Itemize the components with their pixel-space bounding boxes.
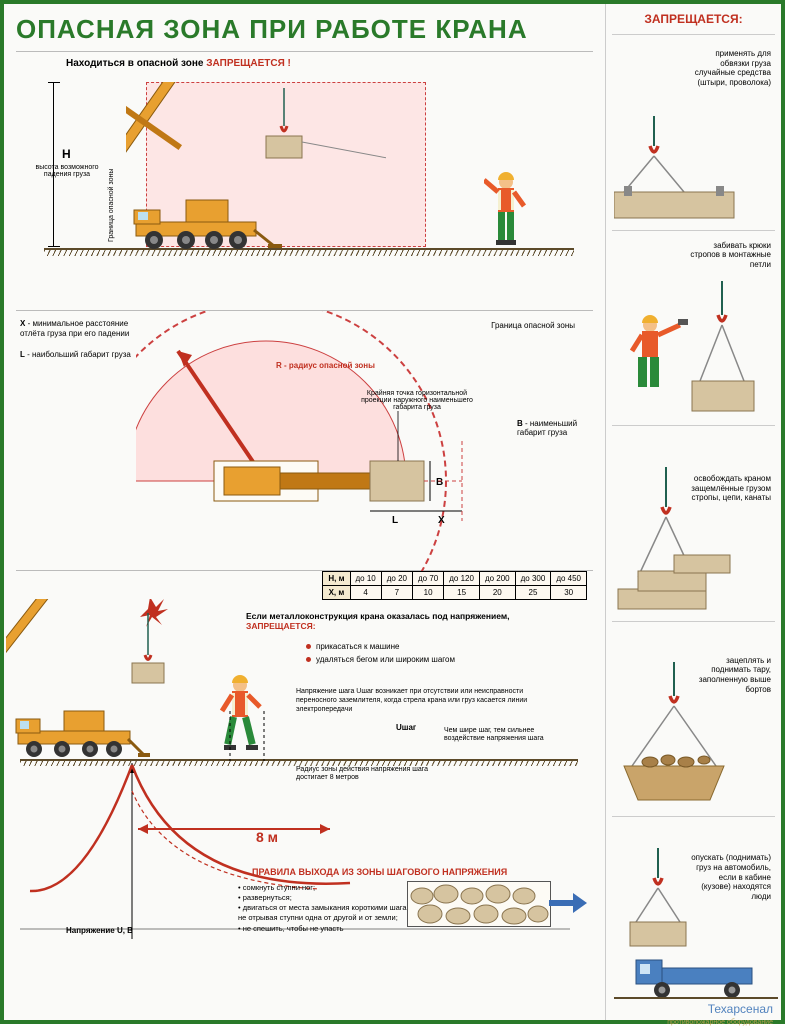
watermark-sub: противопожарное оборудование bbox=[667, 1019, 773, 1026]
side-gfx-2 bbox=[614, 281, 774, 421]
warning-red: ЗАПРЕЩАЕТСЯ ! bbox=[206, 58, 291, 69]
top-view-svg: L X B bbox=[136, 311, 576, 571]
eight-m-label: 8 м bbox=[256, 829, 278, 845]
side-text-2: забивать крюки стропов в монтажные петли bbox=[687, 241, 771, 270]
main-column: ОПАСНАЯ ЗОНА ПРИ РАБОТЕ КРАНА Находиться… bbox=[4, 4, 605, 1020]
l-desc: - наибольший габарит груза bbox=[25, 350, 131, 359]
worker-p1 bbox=[484, 172, 544, 252]
safety-poster: ОПАСНАЯ ЗОНА ПРИ РАБОТЕ КРАНА Находиться… bbox=[0, 0, 785, 1024]
h-label: H bbox=[62, 147, 71, 161]
side-item-3: освобождать краном защемлённые грузом ст… bbox=[612, 425, 775, 621]
zone-desc: Граница опасной зоны bbox=[491, 321, 575, 330]
stones-box bbox=[407, 881, 551, 927]
voltage-axis-label: Напряжение U, В bbox=[66, 926, 133, 935]
side-item-1: применять для обвязки груза случайные ср… bbox=[612, 34, 775, 230]
svg-text:X: X bbox=[438, 515, 445, 526]
step-dim bbox=[212, 711, 292, 771]
crane-truck-side bbox=[126, 82, 386, 252]
r-desc: R - радиус опасной зоны bbox=[276, 361, 375, 370]
zone-border-label: Граница опасной зоны bbox=[108, 122, 115, 242]
proj-desc: Крайняя точка горизонтальной проекции на… bbox=[352, 390, 482, 411]
elec-bullets: прикасаться к машине удаляться бегом или… bbox=[306, 641, 455, 667]
side-column: ЗАПРЕЩАЕТСЯ: применять для обвязки груза… bbox=[605, 4, 781, 1020]
panel-step-voltage: H, м до 10 до 20 до 70 до 120 до 200 до … bbox=[16, 571, 593, 1010]
side-gfx-4 bbox=[614, 662, 774, 812]
crane-p3 bbox=[6, 599, 236, 763]
distance-table: H, м до 10 до 20 до 70 до 120 до 200 до … bbox=[322, 571, 587, 600]
u-shag: Uшаг bbox=[396, 723, 416, 732]
svg-text:L: L bbox=[392, 515, 398, 526]
side-item-4: зацеплять и поднимать тару, заполненную … bbox=[612, 621, 775, 817]
side-item-2: забивать крюки стропов в монтажные петли bbox=[612, 230, 775, 426]
th-x: X, м bbox=[323, 586, 350, 600]
step-desc: Напряжение шага Uшаг возникает при отсут… bbox=[296, 687, 556, 714]
watermark: Техарсенал bbox=[708, 1002, 773, 1016]
poster-title: ОПАСНАЯ ЗОНА ПРИ РАБОТЕ КРАНА bbox=[16, 14, 593, 45]
svg-text:B: B bbox=[436, 477, 443, 488]
step-small: Чем шире шаг, тем сильнее воздействие на… bbox=[444, 727, 564, 744]
panel2-diagram: L X B Граница опасной зоны B - наименьши… bbox=[136, 311, 593, 570]
side-text-1: применять для обвязки груза случайные ср… bbox=[687, 49, 771, 87]
rules-list: • сомкнуть ступни ног; • развернуться; •… bbox=[238, 883, 418, 934]
b-desc: B - наименьший габарит груза bbox=[517, 419, 587, 437]
warning-text: Находиться в опасной зоне bbox=[66, 58, 204, 69]
arrow-icon bbox=[547, 889, 587, 917]
h-sub: высота возможного падения груза bbox=[32, 164, 102, 178]
warning-line: Находиться в опасной зоне ЗАПРЕЩАЕТСЯ ! bbox=[66, 58, 291, 69]
side-title: ЗАПРЕЩАЕТСЯ: bbox=[612, 12, 775, 26]
rules-title: ПРАВИЛА ВЫХОДА ИЗ ЗОНЫ ШАГОВОГО НАПРЯЖЕН… bbox=[252, 867, 507, 877]
side-gfx-3 bbox=[614, 467, 774, 617]
panel-side-view: Находиться в опасной зоне ЗАПРЕЩАЕТСЯ ! … bbox=[16, 51, 593, 311]
panel-top-view: X - минимальное расстояние отлёта груза … bbox=[16, 311, 593, 571]
elec-title: Если металлоконструкция крана оказалась … bbox=[246, 611, 546, 631]
x-desc: - минимальное расстояние отлёта груза пр… bbox=[20, 319, 129, 338]
th-h: H, м bbox=[323, 572, 350, 586]
side-item-5: опускать (поднимать) груз на автомобиль,… bbox=[612, 816, 775, 1012]
side-gfx-5 bbox=[614, 848, 778, 1008]
side-gfx-1 bbox=[614, 116, 774, 226]
panel2-labels: X - минимальное расстояние отлёта груза … bbox=[16, 311, 136, 570]
